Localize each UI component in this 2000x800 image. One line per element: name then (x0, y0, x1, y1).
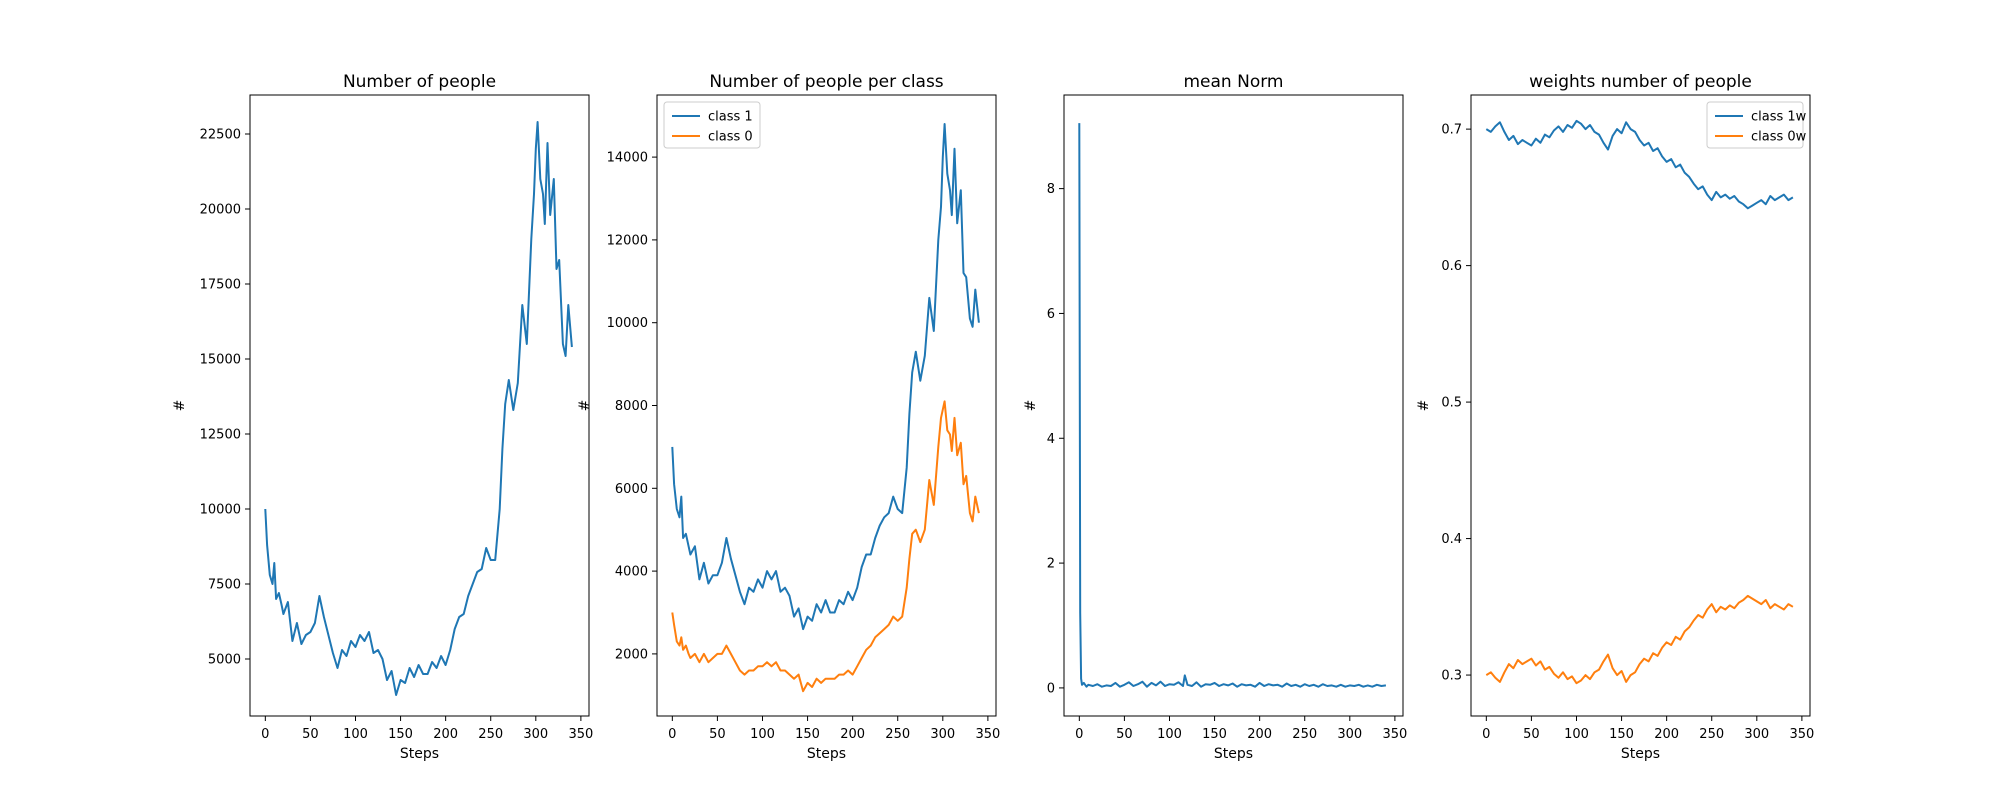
x-tick-label: 100 (1564, 727, 1589, 742)
x-tick-label: 50 (1116, 727, 1133, 742)
y-tick-label: 0.4 (1441, 532, 1462, 547)
y-tick-label: 0.3 (1441, 669, 1462, 684)
y-tick-label: 6000 (615, 482, 648, 497)
y-tick-label: 0.6 (1441, 259, 1462, 274)
x-tick-label: 250 (885, 727, 910, 742)
y-axis-label: # (172, 400, 188, 412)
x-axis-label: Steps (807, 746, 846, 762)
x-tick-label: 100 (750, 727, 775, 742)
x-tick-label: 350 (1382, 727, 1407, 742)
x-tick-label: 300 (930, 727, 955, 742)
y-tick-label: 10000 (200, 503, 241, 518)
x-tick-label: 300 (1744, 727, 1769, 742)
y-tick-label: 2000 (615, 647, 648, 662)
x-tick-label: 250 (478, 727, 503, 742)
x-tick-label: 0 (668, 727, 676, 742)
y-tick-label: 6 (1047, 307, 1055, 322)
x-tick-label: 250 (1699, 727, 1724, 742)
x-tick-label: 0 (261, 727, 269, 742)
x-tick-label: 0 (1075, 727, 1083, 742)
legend: class 1w class 0w (1706, 101, 1807, 149)
x-tick-label: 50 (302, 727, 319, 742)
x-tick-label: 350 (568, 727, 593, 742)
x-axis-label: Steps (1214, 746, 1253, 762)
chart-panel-4: 0 50 100 150 200 250 300 350 0.3 0.4 0.5 0.6 0.7 weig… (1416, 72, 1814, 762)
legend-entry: class 1 (708, 110, 753, 125)
legend-entry: class 0w (1751, 130, 1807, 145)
chart-panel-2: 0 50 100 150 200 250 300 350 2000 4000 6000 8000 100… (577, 72, 1000, 762)
axes-frame (1470, 94, 1811, 717)
y-tick-label: 12500 (200, 428, 241, 443)
y-tick-label: 0 (1047, 681, 1055, 696)
y-tick-label: 17500 (200, 278, 241, 293)
x-tick-label: 200 (433, 727, 458, 742)
x-axis-label: Steps (1621, 746, 1660, 762)
legend: class 1 class 0 (663, 101, 761, 149)
y-tick-label: 15000 (200, 353, 241, 368)
legend-entry: class 1w (1751, 110, 1807, 125)
y-tick-label: 2 (1047, 557, 1055, 572)
x-tick-label: 100 (343, 727, 368, 742)
series-line-class-1w (1485, 119, 1794, 210)
chart-title: weights number of people (1529, 72, 1752, 92)
y-axis-label: # (1023, 400, 1039, 412)
x-tick-label: 150 (388, 727, 413, 742)
series-line-main (1078, 123, 1387, 688)
chart-title: Number of people per class (709, 72, 943, 92)
x-tick-label: 150 (1609, 727, 1634, 742)
axes-frame (249, 94, 590, 717)
y-tick-label: 12000 (607, 233, 648, 248)
y-tick-label: 22500 (200, 128, 241, 143)
y-tick-label: 8 (1047, 182, 1055, 197)
chart-panel-3: 0 50 100 150 200 250 300 350 0 2 4 6 8 mean Norm Steps… (1023, 72, 1407, 762)
x-tick-label: 350 (975, 727, 1000, 742)
axes-frame (1063, 94, 1404, 717)
x-tick-label: 300 (1337, 727, 1362, 742)
chart-title: Number of people (343, 72, 496, 92)
series-line-class-0w (1485, 594, 1794, 685)
x-tick-label: 200 (1654, 727, 1679, 742)
chart-panel-1: 0 50 100 150 200 250 300 350 5000 7500 10000 12500 1… (172, 72, 593, 762)
y-tick-label: 8000 (615, 399, 648, 414)
x-tick-label: 100 (1157, 727, 1182, 742)
legend-entry: class 0 (708, 130, 753, 145)
series-line-class-1 (671, 123, 980, 631)
y-axis-label: # (1416, 400, 1432, 412)
x-tick-label: 0 (1482, 727, 1490, 742)
x-tick-label: 150 (795, 727, 820, 742)
y-tick-label: 0.5 (1441, 396, 1462, 411)
series-line-class-0 (671, 400, 980, 693)
y-tick-label: 20000 (200, 203, 241, 218)
x-tick-label: 250 (1292, 727, 1317, 742)
x-tick-label: 50 (1523, 727, 1540, 742)
x-tick-label: 150 (1202, 727, 1227, 742)
x-tick-label: 200 (1247, 727, 1272, 742)
y-tick-label: 0.7 (1441, 123, 1462, 138)
x-tick-label: 200 (840, 727, 865, 742)
x-tick-label: 300 (523, 727, 548, 742)
x-tick-label: 50 (709, 727, 726, 742)
series-line-main (264, 121, 573, 696)
y-tick-label: 4 (1047, 432, 1055, 447)
y-tick-label: 14000 (607, 151, 648, 166)
y-tick-label: 4000 (615, 565, 648, 580)
y-tick-label: 10000 (607, 316, 648, 331)
y-axis-label: # (577, 400, 593, 412)
chart-title: mean Norm (1184, 72, 1284, 92)
x-axis-label: Steps (400, 746, 439, 762)
y-tick-label: 5000 (208, 653, 241, 668)
x-tick-label: 350 (1789, 727, 1814, 742)
y-tick-label: 7500 (208, 578, 241, 593)
